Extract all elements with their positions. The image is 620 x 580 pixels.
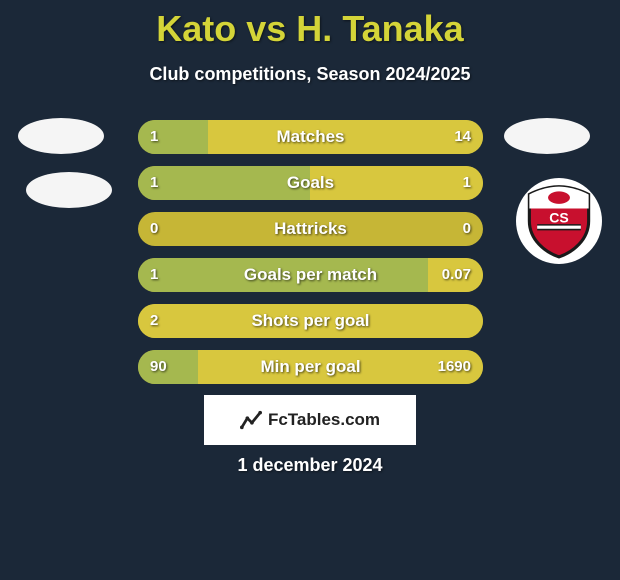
- watermark-text: FcTables.com: [268, 410, 380, 430]
- consadole-crest-icon: CS: [520, 182, 598, 260]
- bar-label: Shots per goal: [138, 304, 483, 338]
- subtitle: Club competitions, Season 2024/2025: [0, 64, 620, 85]
- bar-row: 2Shots per goal: [138, 304, 483, 338]
- bar-label: Min per goal: [138, 350, 483, 384]
- player-left-badge: [18, 118, 104, 154]
- bar-label: Goals: [138, 166, 483, 200]
- bar-label: Goals per match: [138, 258, 483, 292]
- club-right-badge: CS: [516, 178, 602, 264]
- club-left-badge: [26, 172, 112, 208]
- date-text: 1 december 2024: [0, 455, 620, 476]
- bar-row: 10.07Goals per match: [138, 258, 483, 292]
- player-right-badge: [504, 118, 590, 154]
- fctables-logo-icon: [240, 409, 262, 431]
- watermark: FcTables.com: [204, 395, 416, 445]
- bar-row: 00Hattricks: [138, 212, 483, 246]
- bar-row: 11Goals: [138, 166, 483, 200]
- bar-label: Matches: [138, 120, 483, 154]
- bar-label: Hattricks: [138, 212, 483, 246]
- page-title: Kato vs H. Tanaka: [0, 0, 620, 50]
- bar-row: 901690Min per goal: [138, 350, 483, 384]
- bar-row: 114Matches: [138, 120, 483, 154]
- svg-text:CS: CS: [549, 210, 568, 226]
- comparison-chart: 114Matches 11Goals 00Hattricks 10.07Goals p…: [138, 120, 483, 396]
